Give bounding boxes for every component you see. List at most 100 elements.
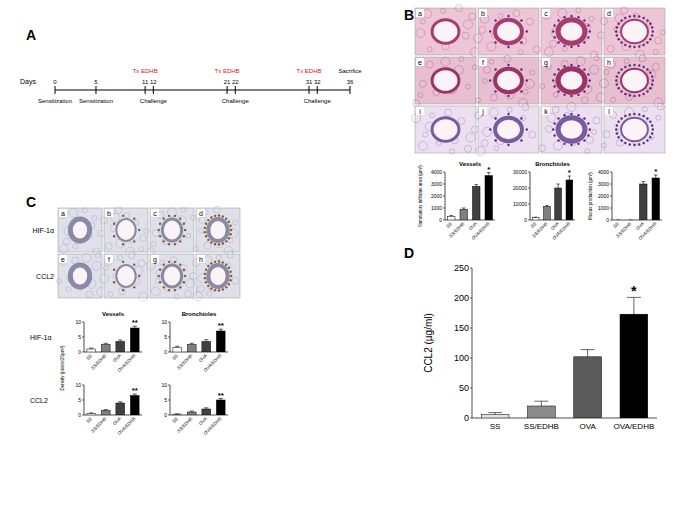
y-axis [530, 172, 531, 220]
airway [208, 219, 227, 241]
chart-title: Bronchioles [535, 161, 570, 167]
stain [563, 143, 565, 145]
stain [168, 215, 170, 217]
stain [113, 223, 115, 225]
alveolus [626, 93, 633, 100]
tick-label: 12 [150, 79, 157, 85]
stain [624, 115, 626, 117]
stain [205, 235, 207, 237]
alveolus [616, 139, 623, 146]
bar [87, 414, 96, 416]
stain [163, 217, 165, 219]
letter-box [605, 58, 613, 66]
event-label: Tx EDHB [297, 68, 322, 74]
alveolus [600, 79, 609, 88]
airway [558, 118, 585, 142]
stain [183, 281, 185, 283]
stain [133, 286, 135, 288]
marks [173, 329, 225, 352]
alveolus [642, 107, 647, 112]
stain [624, 17, 626, 19]
error-line [643, 182, 644, 184]
airway [162, 265, 181, 287]
alveolus [550, 40, 557, 47]
x-tick-label: OVA/EDHB [551, 221, 571, 241]
stain [122, 261, 124, 263]
stain [629, 45, 631, 47]
stain [183, 269, 185, 271]
stain [557, 117, 559, 119]
y-tick-label: 50 [459, 383, 469, 393]
stain [113, 269, 115, 271]
alveolus [63, 238, 70, 245]
stain [617, 72, 619, 74]
airway [432, 20, 459, 44]
alveolus [450, 149, 455, 154]
x-tick-label: SS [530, 221, 538, 229]
y-tick-label: 250 [454, 263, 469, 273]
micrograph: h [600, 55, 666, 107]
stain [652, 79, 654, 81]
alveolus [593, 117, 600, 124]
stain [520, 68, 522, 70]
bar [101, 345, 110, 353]
alveolus [423, 132, 428, 137]
micrograph-image [541, 57, 602, 104]
annotation: * [568, 168, 572, 177]
alveolus [56, 279, 61, 284]
alveolus [193, 292, 202, 301]
stain [214, 261, 216, 263]
micrograph: a [58, 208, 105, 255]
stain [642, 115, 644, 117]
alveolus [412, 114, 421, 123]
airway [621, 20, 648, 44]
stain [205, 281, 207, 283]
micrograph-image [478, 106, 539, 153]
micrograph: b [101, 207, 149, 256]
alveolus [603, 131, 610, 138]
alveolus [174, 294, 179, 299]
x-tick-label: SS [85, 353, 93, 361]
marks [173, 399, 225, 416]
stain [494, 19, 496, 21]
tick [309, 86, 310, 94]
alveolus [633, 13, 638, 18]
stain [557, 139, 559, 141]
error-bar [190, 343, 194, 344]
x-tick-label: SS [490, 422, 501, 431]
y-tick [443, 196, 445, 197]
alveolus [458, 118, 465, 125]
stain [617, 121, 619, 123]
alveolus [561, 61, 568, 68]
alveolus [204, 242, 211, 249]
letter-box [542, 107, 550, 115]
x-tick-label: SS/EDHB [176, 353, 194, 371]
stain [587, 73, 589, 75]
alveolus [465, 145, 472, 152]
y-tick-label: 20000 [513, 185, 527, 191]
row-label: CCL2 [30, 397, 48, 404]
airway [162, 219, 181, 241]
stain [570, 64, 572, 66]
alveolus [489, 108, 498, 117]
alveolus [232, 277, 239, 284]
bar [116, 403, 125, 415]
x-tick-label: SS [171, 353, 179, 361]
y-tick [470, 418, 472, 419]
stain [649, 87, 651, 89]
y-tick-label: 30000 [513, 169, 527, 175]
alveolus [151, 287, 160, 296]
alveolus [466, 84, 471, 89]
error-cap [175, 346, 179, 347]
row-label: HIF-1α [30, 334, 52, 341]
stain [589, 79, 591, 81]
error-bar [616, 220, 620, 221]
error-bar [104, 409, 108, 411]
letter-box [416, 9, 424, 17]
bar [216, 400, 225, 415]
micrograph-letter: h [607, 59, 611, 66]
alveolus [660, 30, 665, 35]
tick-label: 31 [306, 79, 313, 85]
x-tick-label: SS [612, 221, 620, 229]
letter-box [416, 58, 424, 66]
